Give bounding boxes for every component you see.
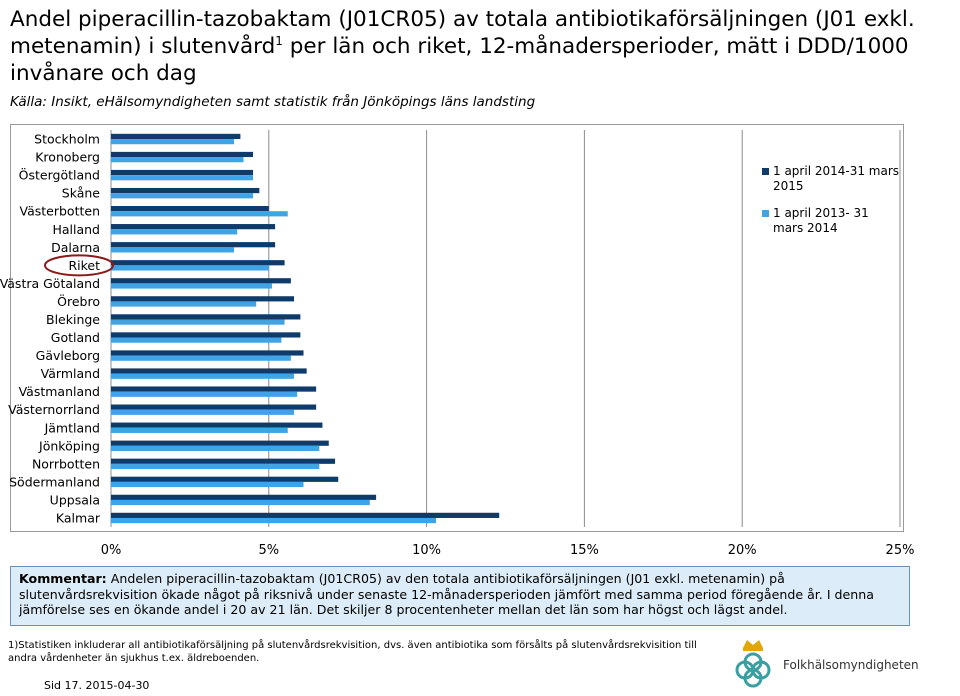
legend-label: 1 april 2014-31 mars 2015 — [773, 164, 899, 193]
bar — [111, 211, 288, 217]
bar — [111, 314, 301, 320]
x-tick-label: 5% — [258, 543, 279, 558]
bar — [111, 427, 288, 433]
bar — [111, 494, 377, 500]
bar — [111, 206, 269, 212]
category-label: Kalmar — [56, 510, 101, 525]
page-label: Sid 17. 2015-04-30 — [44, 679, 150, 692]
legend-label-line: 1 april 2014-31 mars — [773, 164, 899, 178]
x-tick-label: 0% — [101, 543, 122, 558]
bar — [111, 278, 291, 284]
chart-frame — [10, 124, 904, 532]
comment-text: Andelen piperacillin-tazobaktam (J01CR05… — [19, 571, 874, 617]
bar — [111, 463, 320, 470]
x-tick-label: 20% — [728, 543, 757, 558]
bar — [111, 319, 285, 325]
footnote: 1)Statistiken inkluderar all antibiotika… — [8, 640, 697, 664]
category-label: Västra Götaland — [0, 276, 100, 291]
category-label: Riket — [68, 258, 100, 273]
bar — [111, 133, 241, 140]
bar — [111, 224, 276, 230]
legend-label-line: 1 april 2013- 31 — [773, 206, 869, 220]
bar — [111, 476, 339, 482]
category-label: Blekinge — [46, 312, 100, 327]
category-label: Östergötland — [19, 167, 100, 183]
title-main: Andel piperacillin-tazobaktam (J01CR05) … — [10, 7, 915, 59]
category-label: Halland — [52, 222, 100, 237]
bar — [111, 517, 437, 524]
bar — [111, 391, 298, 397]
bar — [111, 301, 257, 307]
bar — [111, 247, 235, 253]
legend-label: 1 april 2013- 31 mars 2014 — [773, 206, 869, 235]
bar — [111, 404, 317, 410]
bar — [111, 229, 238, 235]
bar — [111, 368, 307, 374]
highlight-ellipse — [44, 254, 114, 277]
category-label: Västerbotten — [20, 204, 100, 219]
agency-logo: Folkhälsomyndigheten — [727, 634, 927, 690]
bar — [111, 337, 282, 343]
bar — [111, 499, 370, 506]
category-label: Kronoberg — [35, 150, 100, 165]
bar — [111, 139, 235, 145]
bar — [111, 440, 329, 446]
bar — [111, 175, 254, 181]
legend-label-line: 2015 — [773, 179, 804, 193]
category-label: Västmanland — [19, 384, 100, 399]
bar — [111, 512, 500, 518]
category-label: Norrbotten — [32, 456, 100, 471]
chart-source: Källa: Insikt, eHälsomyndigheten samt st… — [10, 94, 536, 110]
x-tick-label: 10% — [412, 543, 441, 558]
category-label: Stockholm — [34, 132, 100, 147]
bar — [111, 445, 320, 451]
bar-chart: 0% 5% 10% 15% 20% 25% Stockholm Kronoberg Österg… — [0, 130, 915, 558]
category-label: Jämtland — [44, 420, 100, 435]
category-label: Dalarna — [51, 240, 100, 255]
category-label: Uppsala — [50, 492, 100, 507]
category-label: Gävleborg — [36, 348, 100, 363]
title-footnote-mark: 1 — [275, 33, 283, 48]
category-label: Gotland — [51, 330, 100, 345]
x-tick-label: 25% — [886, 543, 915, 558]
bar — [111, 409, 295, 415]
comment-label: Kommentar: — [19, 571, 107, 586]
category-label: Västernorrland — [8, 402, 100, 417]
category-label: Örebro — [57, 293, 100, 309]
legend-swatch — [762, 210, 769, 217]
bar — [111, 386, 317, 392]
bar — [111, 260, 285, 266]
x-tick-label: 15% — [570, 543, 599, 558]
bar — [111, 242, 276, 248]
bar — [111, 265, 269, 271]
bar — [111, 296, 295, 302]
title-rest: per län och riket, 12-månadersperioder, … — [10, 34, 909, 86]
bar — [111, 373, 295, 379]
comment-box: Kommentar: Andelen piperacillin-tazobakt… — [10, 566, 910, 626]
bar — [111, 283, 272, 289]
category-label: Jönköping — [38, 438, 100, 453]
logo-emblem-icon — [735, 640, 771, 688]
category-label: Södermanland — [9, 474, 100, 489]
bar — [111, 422, 323, 428]
bar — [111, 458, 336, 464]
category-label: Skåne — [62, 186, 101, 201]
bar — [111, 481, 304, 488]
bar — [111, 332, 301, 338]
chart-title: Andel piperacillin-tazobaktam (J01CR05) … — [10, 6, 950, 87]
logo-text: Folkhälsomyndigheten — [783, 658, 919, 672]
legend-swatch — [762, 168, 769, 175]
bar — [111, 193, 254, 199]
bar — [111, 151, 254, 158]
bar — [111, 355, 291, 361]
bar — [111, 169, 254, 176]
bar — [111, 350, 304, 356]
bar — [111, 187, 260, 194]
category-label: Värmland — [41, 366, 100, 381]
bar — [111, 157, 244, 163]
legend-label-line: mars 2014 — [773, 221, 838, 235]
